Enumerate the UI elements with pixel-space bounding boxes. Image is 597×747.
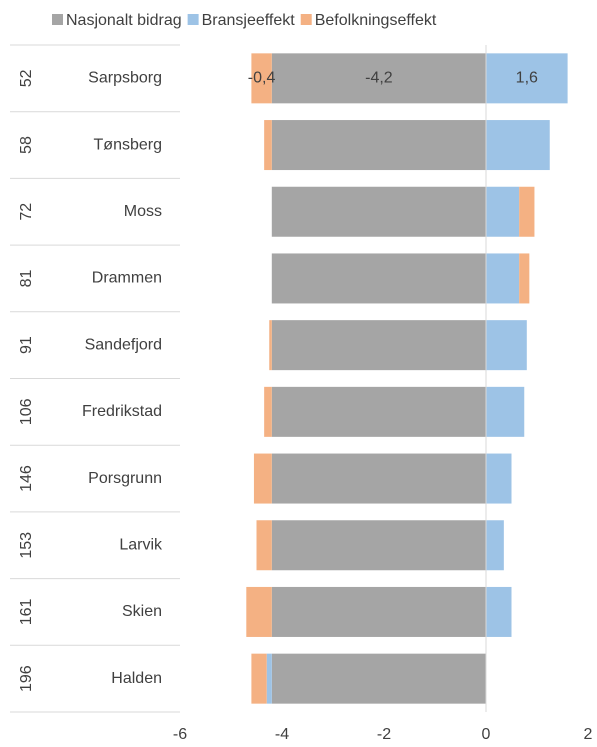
- category-label: Sandefjord: [85, 336, 162, 353]
- x-tick-label: -2: [377, 726, 391, 743]
- bar-segment: [486, 386, 525, 437]
- bar-segment: [519, 186, 535, 237]
- category-label: Moss: [124, 203, 162, 220]
- category-label: Porsgrunn: [88, 470, 162, 487]
- bar-segment: [271, 386, 486, 437]
- bar-segment: [269, 320, 272, 371]
- rank-label: 196: [18, 665, 35, 692]
- bar-segment: [486, 53, 568, 104]
- bar-segment: [266, 653, 272, 704]
- category-label: Sarpsborg: [88, 70, 162, 87]
- bar-segment: [486, 253, 520, 304]
- rank-label: 91: [18, 336, 35, 354]
- category-label: Drammen: [92, 270, 162, 287]
- rank-label: 81: [18, 269, 35, 287]
- category-label: Skien: [122, 603, 162, 620]
- bar-segment: [264, 120, 272, 171]
- category-label: Halden: [111, 670, 162, 687]
- x-tick-label: 0: [482, 726, 491, 743]
- category-label: Fredrikstad: [82, 403, 162, 420]
- data-label: -4,2: [365, 70, 393, 87]
- bar-segment: [486, 120, 550, 171]
- x-tick-label: -4: [275, 726, 289, 743]
- bar-segment: [271, 320, 486, 371]
- bar-segment: [486, 586, 512, 637]
- bar-segment: [271, 253, 486, 304]
- bar-segment: [251, 53, 272, 104]
- bar-segment: [486, 520, 504, 571]
- bar-segment: [264, 386, 272, 437]
- bar-segment: [486, 186, 520, 237]
- legend-label: Nasjonalt bidrag: [66, 12, 182, 29]
- bar-segment: [519, 253, 530, 304]
- bar-segment: [271, 53, 486, 104]
- rank-label: 52: [18, 69, 35, 87]
- bar-segment: [271, 186, 486, 237]
- data-label: -0,4: [248, 70, 276, 87]
- rank-label: 146: [18, 465, 35, 492]
- bar-segment: [251, 653, 267, 704]
- legend-label: Befolkningseffekt: [315, 12, 437, 29]
- rank-label: 58: [18, 136, 35, 154]
- bar-segment: [486, 320, 527, 371]
- rank-label: 72: [18, 203, 35, 221]
- legend-label: Bransjeeffekt: [202, 12, 296, 29]
- rank-label: 161: [18, 599, 35, 626]
- legend-swatch: [187, 14, 199, 25]
- bar-segment: [271, 120, 486, 171]
- bar-segment: [253, 453, 272, 504]
- bar-segment: [271, 586, 486, 637]
- bar-segment: [486, 453, 512, 504]
- rank-label: 153: [18, 532, 35, 559]
- rank-label: 106: [18, 398, 35, 425]
- bar-segment: [256, 520, 272, 571]
- legend-swatch: [52, 14, 63, 25]
- category-label: Larvik: [119, 536, 163, 553]
- bar-segment: [271, 653, 486, 704]
- category-label: Tønsberg: [94, 136, 162, 153]
- x-tick-label: -6: [173, 726, 187, 743]
- legend-swatch: [300, 14, 312, 25]
- bar-segment: [271, 453, 486, 504]
- x-tick-label: 2: [584, 726, 593, 743]
- bar-segment: [271, 520, 486, 571]
- data-label: 1,6: [516, 70, 538, 87]
- bar-segment: [246, 586, 272, 637]
